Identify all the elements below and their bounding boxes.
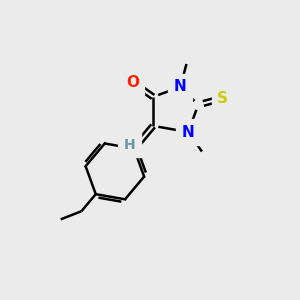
Text: S: S: [217, 91, 228, 106]
Text: N: N: [174, 80, 187, 94]
Text: N: N: [182, 124, 195, 140]
Text: H: H: [124, 138, 135, 152]
Text: O: O: [126, 75, 139, 90]
